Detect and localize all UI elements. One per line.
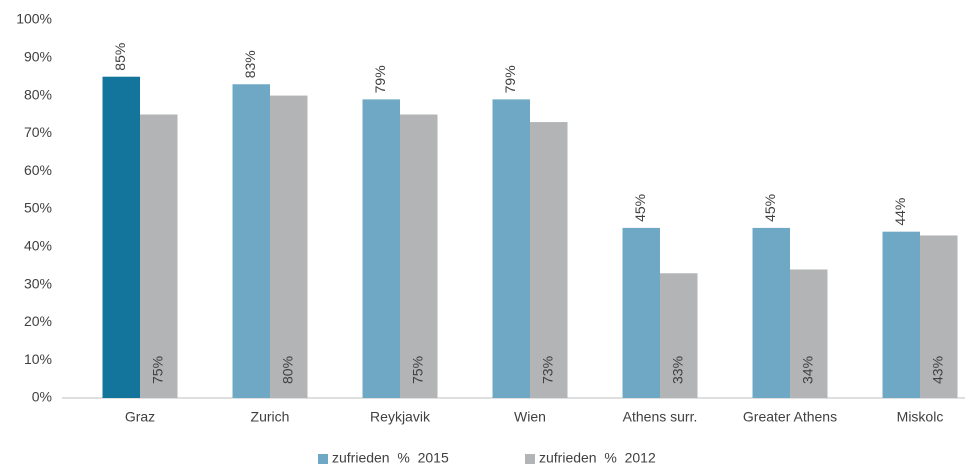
data-label: 75% [149,356,165,384]
y-tick-label: 30% [24,275,52,291]
x-tick-label: Zurich [251,409,290,425]
bar [400,114,438,398]
y-tick-label: 70% [24,124,52,140]
x-tick-label: Miskolc [897,409,944,425]
y-tick-label: 20% [24,313,52,329]
data-label: 85% [112,43,128,71]
data-label: 44% [892,198,908,226]
bar [362,99,400,398]
y-tick-label: 40% [24,238,52,254]
bar [920,235,958,398]
data-label: 33% [669,356,685,384]
y-tick-label: 90% [24,49,52,65]
data-label: 73% [539,356,555,384]
bar [660,273,698,398]
data-label: 80% [279,356,295,384]
x-tick-label: Athens surr. [623,409,698,425]
bar [882,231,920,398]
bar [790,269,828,398]
legend-label: zufrieden % 2015 [332,450,449,464]
legend-swatch [318,454,328,464]
bar [622,227,660,398]
data-label: 83% [242,50,258,78]
legend-swatch [525,454,535,464]
y-tick-label: 80% [24,86,52,102]
bar [102,76,140,398]
data-label: 79% [502,65,518,93]
bar [232,84,270,398]
x-tick-label: Graz [125,409,155,425]
bar [752,227,790,398]
x-tick-label: Wien [514,409,546,425]
bar [530,122,568,398]
bar [492,99,530,398]
data-label: 45% [762,194,778,222]
x-tick-label: Reykjavik [370,409,431,425]
data-label: 79% [372,65,388,93]
x-tick-label: Greater Athens [743,409,837,425]
bar [140,114,178,398]
y-tick-label: 10% [24,351,52,367]
y-tick-label: 0% [32,389,52,405]
y-tick-label: 60% [24,162,52,178]
legend-label: zufrieden % 2012 [539,450,656,464]
y-tick-label: 100% [16,11,52,27]
data-label: 75% [409,356,425,384]
y-tick-label: 50% [24,200,52,216]
bar [270,95,308,398]
data-label: 45% [632,194,648,222]
data-label: 43% [929,356,945,384]
data-label: 34% [799,356,815,384]
